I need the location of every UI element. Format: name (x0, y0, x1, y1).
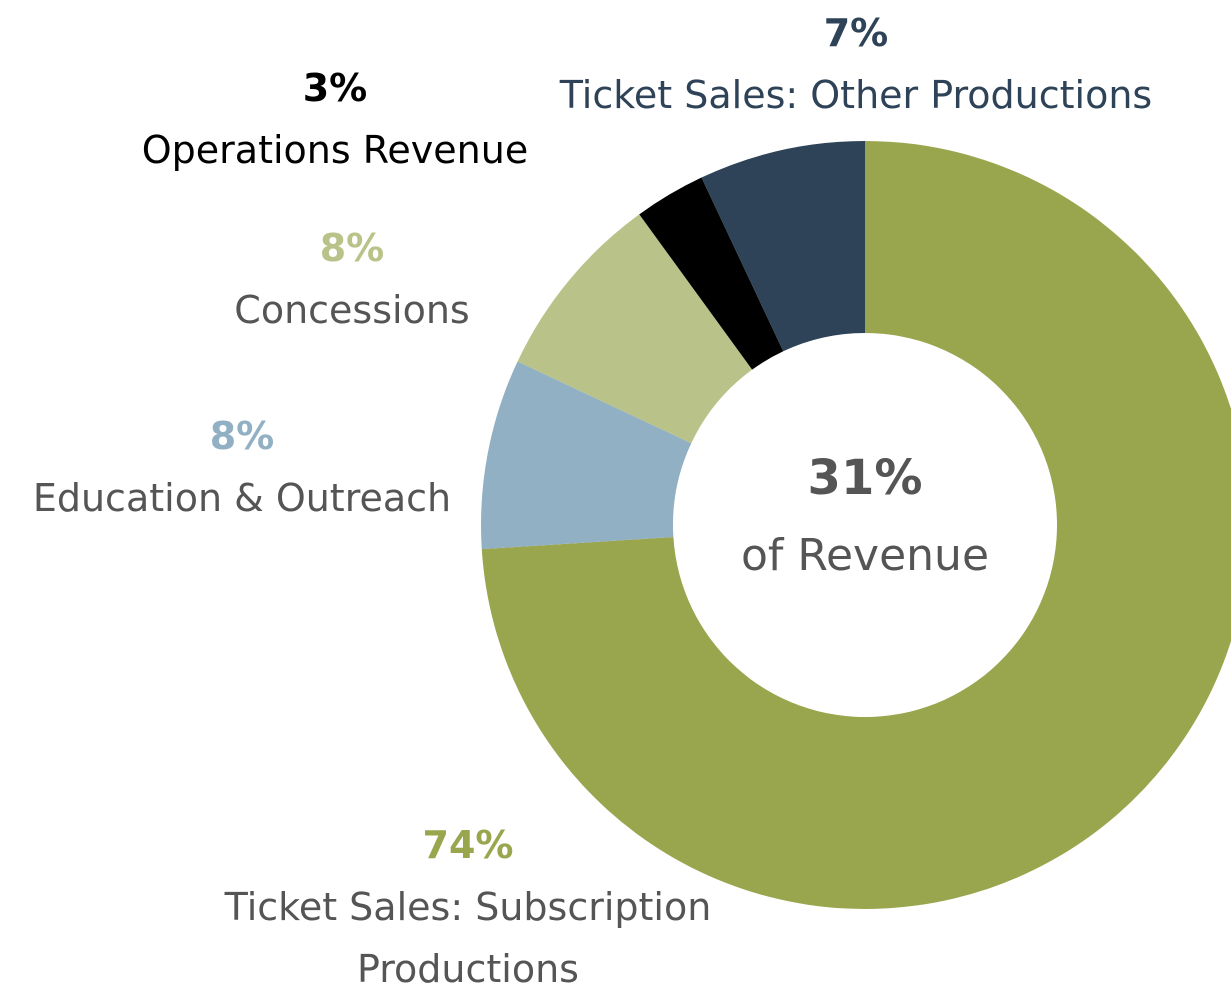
donut-segment (701, 141, 865, 352)
donut-segment (481, 141, 1231, 909)
slice-label: 74% Ticket Sales: Subscription Production… (198, 814, 738, 1000)
value-label: 74% (422, 823, 514, 867)
slice-label: 8% Education & Outreach (2, 405, 482, 529)
value-label: 3% (302, 66, 368, 110)
donut-segment (480, 361, 692, 550)
donut-segment (517, 214, 753, 444)
center-text: of Revenue (740, 530, 990, 581)
value-label: 7% (823, 11, 889, 55)
center-value: 31% (807, 450, 923, 506)
donut-segment (639, 177, 784, 370)
value-label: 8% (319, 226, 385, 270)
slice-label: 7% Ticket Sales: Other Productions (526, 2, 1186, 126)
category-label: Education & Outreach (32, 476, 452, 520)
slice-label: 8% Concessions (152, 217, 552, 341)
category-label: Operations Revenue (141, 128, 529, 172)
category-label: Ticket Sales: Subscription Productions (224, 885, 712, 991)
slice-label: 3% Operations Revenue (115, 57, 555, 181)
category-label: Ticket Sales: Other Productions (559, 73, 1153, 117)
value-label: 8% (209, 414, 275, 458)
category-label: Concessions (234, 288, 470, 332)
